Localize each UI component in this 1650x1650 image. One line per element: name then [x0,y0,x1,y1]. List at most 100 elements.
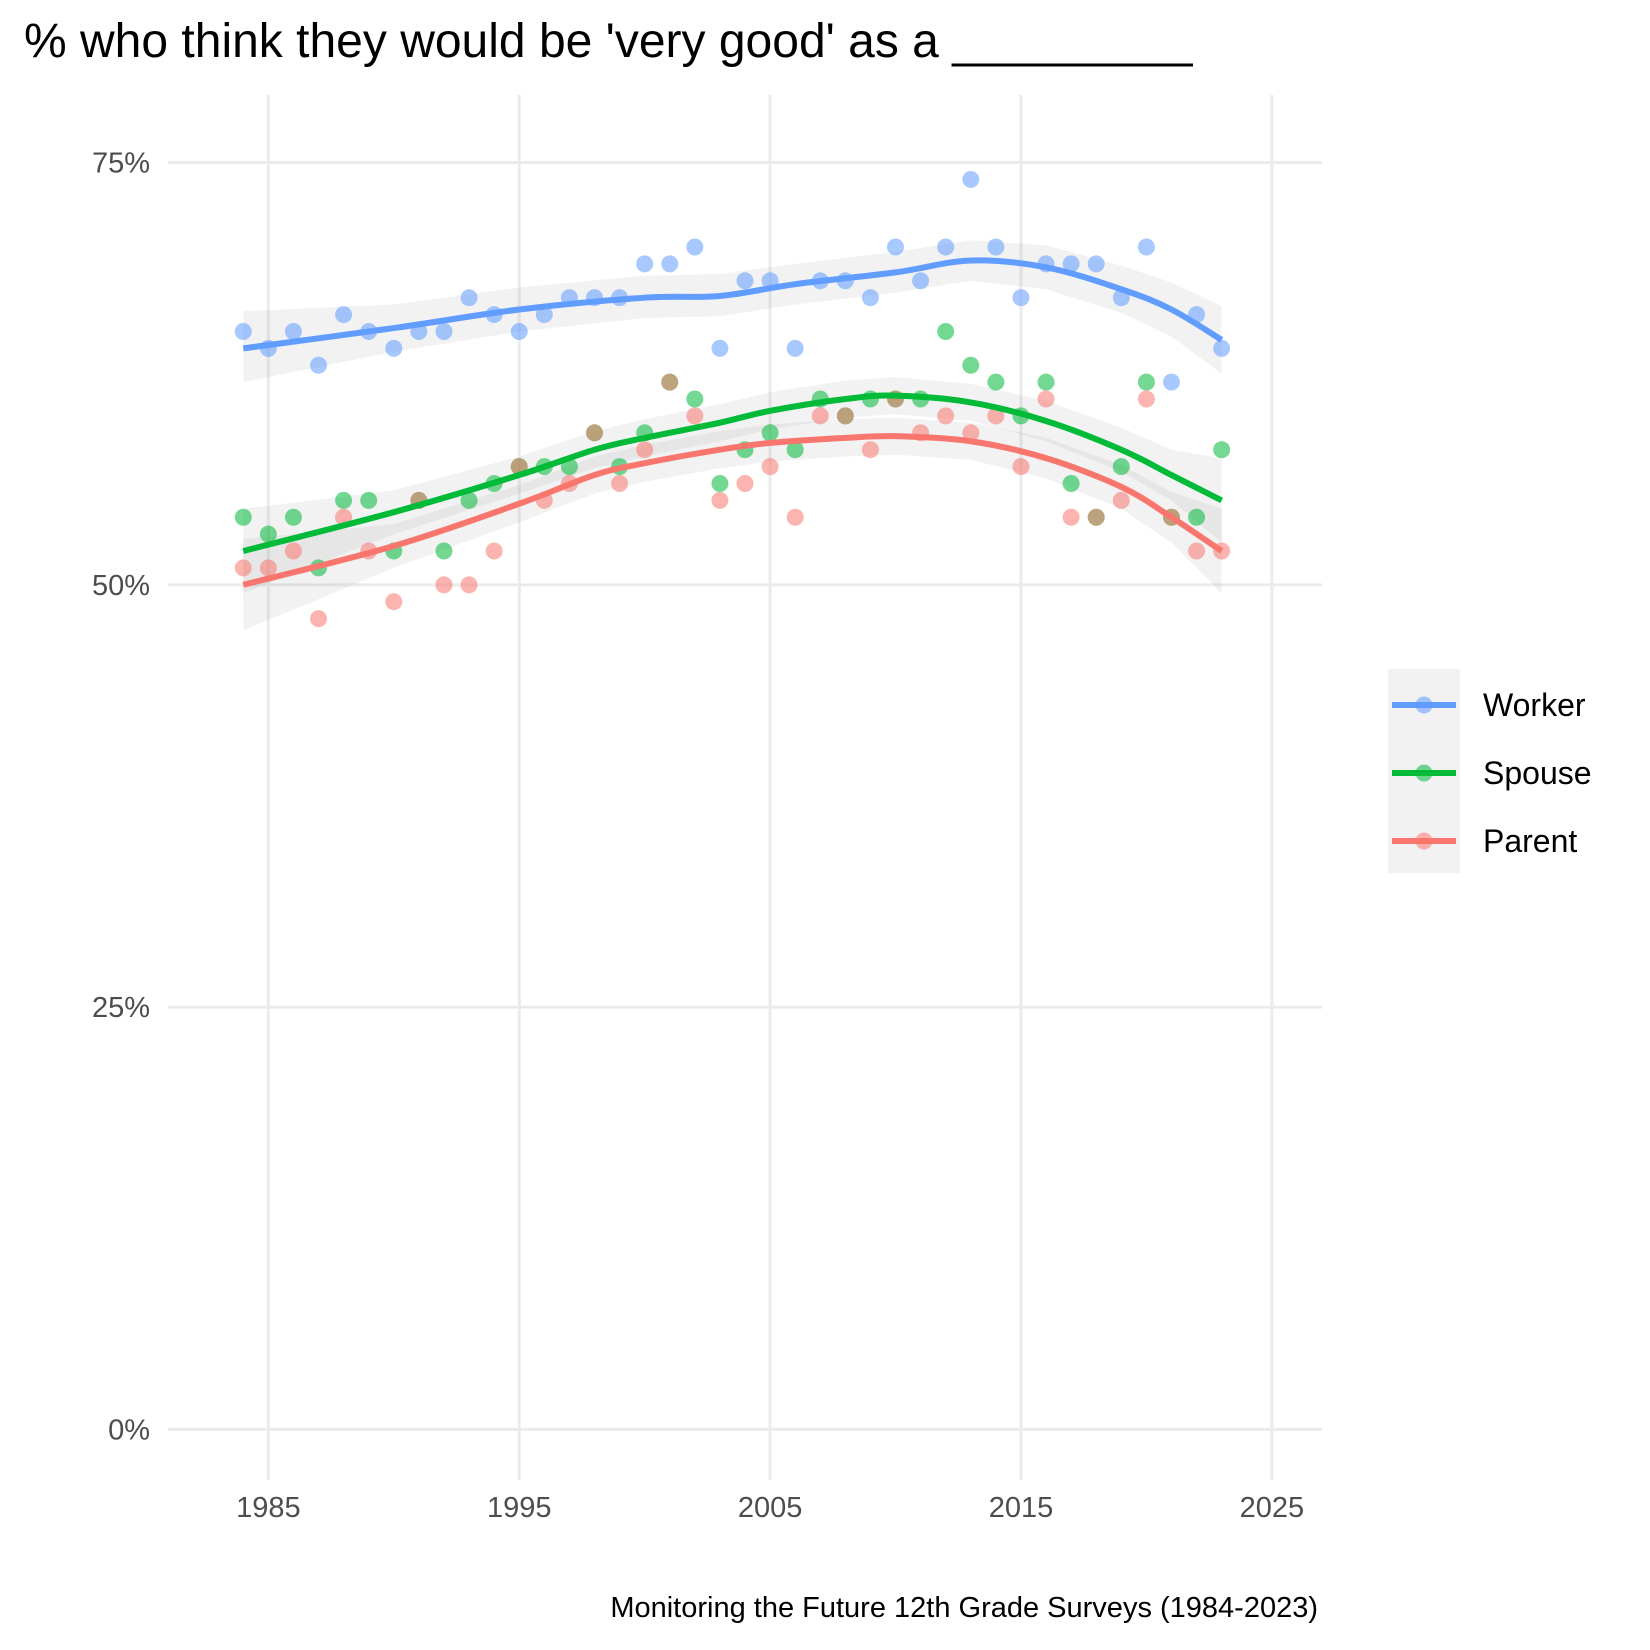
data-point-worker [234,322,252,340]
y-tick-label: 25% [92,992,150,1024]
data-point-spouse [786,441,804,459]
data-point-parent [385,593,403,611]
data-point-worker [912,272,930,290]
x-tick-label: 1995 [487,1492,552,1524]
data-point-spouse [435,542,453,560]
data-point-spouse [335,491,353,509]
x-tick-label: 2005 [738,1492,803,1524]
x-tick-label: 1985 [236,1492,301,1524]
legend-label-worker: Worker [1483,687,1586,723]
x-tick-label: 2015 [989,1492,1054,1524]
data-point-parent [460,576,478,594]
data-point-worker [861,289,879,307]
data-point-spouse [987,373,1005,391]
axis-labels: 0% 25% 50% 75% 1985 1995 2005 2015 2025 [92,148,1304,1524]
data-point-parent [1037,390,1055,408]
data-point-worker [1213,339,1231,357]
data-point-worker [786,339,804,357]
data-point-parent [661,373,679,391]
data-point-parent [435,576,453,594]
data-point-worker [736,272,754,290]
data-point-worker [1062,255,1080,273]
data-point-spouse [1137,373,1155,391]
data-point-parent [1012,458,1030,476]
data-point-worker [937,238,955,256]
data-point-parent [284,542,302,560]
data-point-spouse [1213,441,1231,459]
trend-line-worker [242,257,1224,352]
data-point-spouse [234,508,252,526]
legend-point-parent [1415,832,1433,850]
legend-point-spouse [1415,764,1433,782]
chart-title: % who think they would be 'very good' as… [24,15,1193,68]
grid [168,95,1322,1480]
confidence-band-worker [243,240,1222,383]
data-point-parent [937,407,955,425]
trend-line-spouse [242,392,1224,554]
data-point-parent [485,542,503,560]
data-point-spouse [360,491,378,509]
data-point-worker [661,255,679,273]
data-point-parent [987,407,1005,425]
data-point-worker [987,238,1005,256]
data-point-spouse [1062,474,1080,492]
data-point-spouse [962,356,980,374]
data-point-parent [585,424,603,442]
data-point-spouse [761,424,779,442]
data-point-worker [335,306,353,324]
confidence-band-parent [243,417,1222,631]
data-point-parent [1087,508,1105,526]
data-point-worker [887,238,905,256]
data-point-parent [811,407,829,425]
smooth-lines [242,257,1224,588]
data-point-worker [535,306,553,324]
data-point-parent [962,424,980,442]
chart-caption: Monitoring the Future 12th Grade Surveys… [610,1592,1318,1624]
data-point-parent [1188,542,1206,560]
legend-point-worker [1415,696,1433,714]
data-point-worker [460,289,478,307]
data-point-spouse [686,390,704,408]
data-point-worker [1162,373,1180,391]
data-point-parent [234,559,252,577]
data-point-parent [611,474,629,492]
data-point-worker [1012,289,1030,307]
data-point-worker [284,322,302,340]
data-point-parent [786,508,804,526]
data-point-parent [861,441,879,459]
data-point-worker [435,322,453,340]
data-point-worker [310,356,328,374]
y-tick-label: 75% [92,148,150,180]
legend: Worker Spouse Parent [1388,669,1592,873]
data-point-worker [636,255,654,273]
data-point-worker [1137,238,1155,256]
data-point-worker [962,170,980,188]
y-tick-label: 0% [108,1414,150,1446]
data-point-parent [636,441,654,459]
data-point-worker [711,339,729,357]
data-point-spouse [937,322,955,340]
data-point-parent [711,491,729,509]
data-point-worker [510,322,528,340]
legend-label-parent: Parent [1483,823,1577,859]
data-point-parent [1062,508,1080,526]
data-point-worker [686,238,704,256]
data-point-spouse [711,474,729,492]
data-point-parent [1137,390,1155,408]
x-tick-label: 2025 [1240,1492,1305,1524]
data-point-spouse [284,508,302,526]
y-tick-label: 50% [92,570,150,602]
data-point-worker [1087,255,1105,273]
data-point-parent [761,458,779,476]
data-point-spouse [1112,458,1130,476]
data-point-parent [1112,491,1130,509]
data-point-parent [686,407,704,425]
data-point-spouse [1188,508,1206,526]
data-point-parent [259,559,277,577]
trend-line-parent [242,433,1224,588]
data-point-spouse [460,491,478,509]
data-point-parent [736,474,754,492]
confidence-bands [243,240,1222,631]
data-point-spouse [259,525,277,543]
